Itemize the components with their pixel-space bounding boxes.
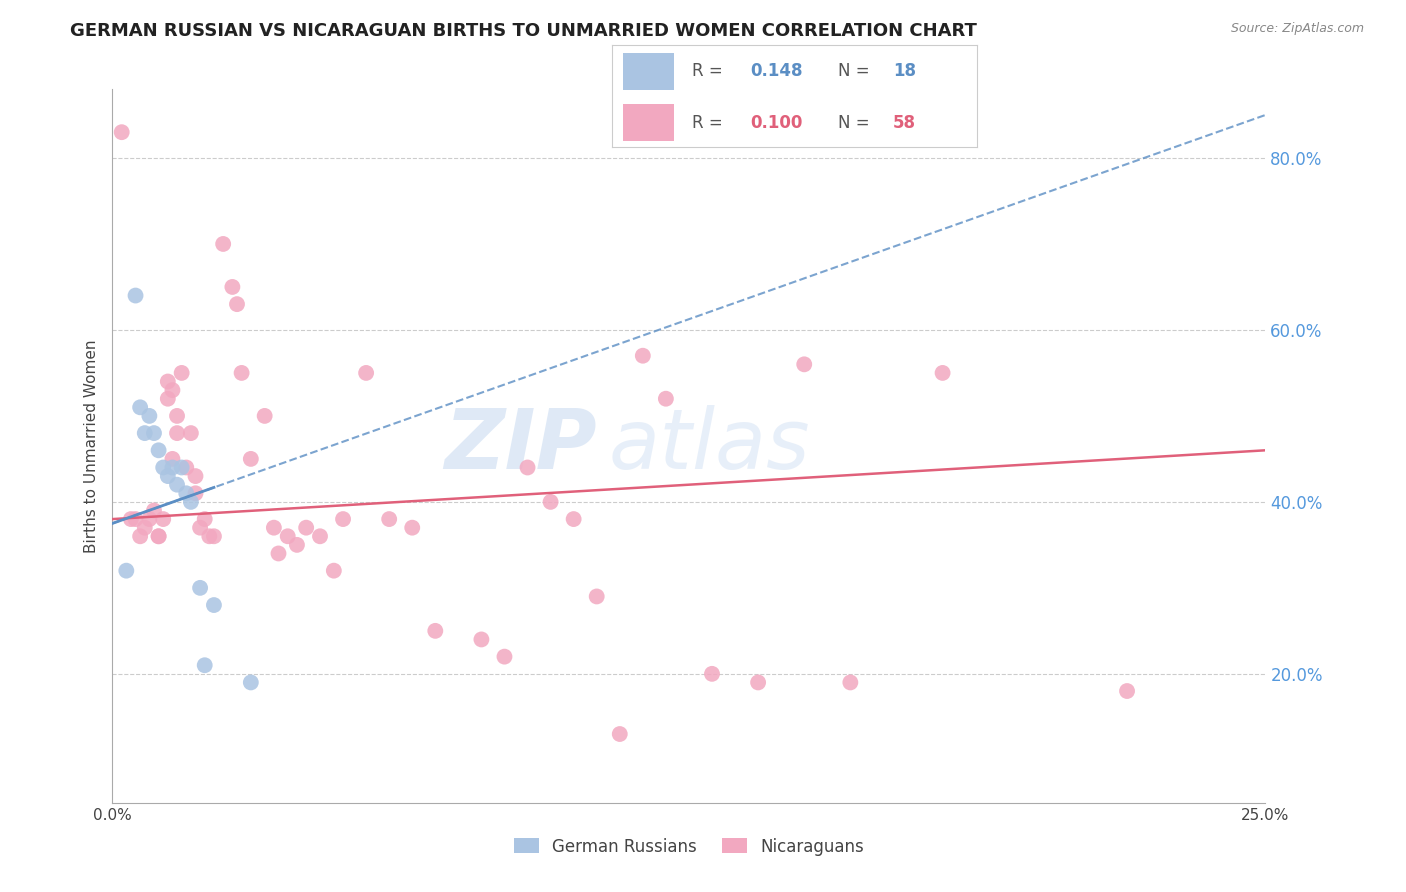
Point — [184, 486, 207, 500]
Point — [309, 529, 332, 543]
Point — [120, 512, 142, 526]
Point — [332, 512, 354, 526]
Text: 0.100: 0.100 — [751, 113, 803, 131]
Point — [631, 349, 654, 363]
Point — [156, 375, 179, 389]
Point — [156, 469, 179, 483]
Point — [148, 443, 170, 458]
Point — [170, 460, 193, 475]
Point — [931, 366, 953, 380]
Point — [166, 477, 188, 491]
Point — [401, 521, 423, 535]
Point — [1116, 684, 1139, 698]
Point — [226, 297, 249, 311]
Point — [231, 366, 253, 380]
Point — [239, 675, 262, 690]
Point — [180, 426, 202, 441]
Point — [470, 632, 492, 647]
Point — [609, 727, 631, 741]
Point — [152, 460, 174, 475]
Text: N =: N = — [838, 62, 875, 80]
Point — [295, 521, 318, 535]
Point — [516, 460, 538, 475]
Point — [747, 675, 769, 690]
Point — [188, 581, 211, 595]
Point — [793, 357, 815, 371]
Point — [162, 383, 184, 397]
Point — [198, 529, 221, 543]
Point — [378, 512, 401, 526]
Text: R =: R = — [692, 62, 728, 80]
Point — [156, 392, 179, 406]
Point — [166, 409, 188, 423]
Point — [180, 495, 202, 509]
Point — [194, 658, 217, 673]
Point — [425, 624, 447, 638]
Point — [188, 521, 211, 535]
Point — [162, 451, 184, 466]
Point — [277, 529, 299, 543]
Point — [170, 366, 193, 380]
Point — [322, 564, 344, 578]
Point — [148, 529, 170, 543]
Point — [700, 666, 723, 681]
Point — [540, 495, 562, 509]
Point — [111, 125, 134, 139]
Text: atlas: atlas — [609, 406, 810, 486]
Bar — [623, 104, 673, 141]
Point — [562, 512, 585, 526]
Point — [655, 392, 678, 406]
Text: 18: 18 — [893, 62, 917, 80]
Text: Source: ZipAtlas.com: Source: ZipAtlas.com — [1230, 22, 1364, 36]
Point — [138, 409, 160, 423]
Legend: German Russians, Nicaraguans: German Russians, Nicaraguans — [508, 831, 870, 863]
Text: R =: R = — [692, 113, 728, 131]
Bar — [623, 53, 673, 90]
Point — [115, 564, 138, 578]
Point — [174, 460, 197, 475]
Point — [285, 538, 308, 552]
Text: 0.148: 0.148 — [751, 62, 803, 80]
Point — [194, 512, 217, 526]
Point — [239, 451, 262, 466]
Point — [134, 426, 156, 441]
Point — [138, 512, 160, 526]
Point — [129, 529, 152, 543]
Point — [134, 521, 156, 535]
Point — [494, 649, 516, 664]
Point — [174, 486, 197, 500]
Point — [212, 236, 235, 251]
Point — [152, 512, 174, 526]
Point — [202, 529, 225, 543]
Text: ZIP: ZIP — [444, 406, 596, 486]
Point — [184, 469, 207, 483]
Text: N =: N = — [838, 113, 875, 131]
Point — [166, 426, 188, 441]
Point — [124, 288, 146, 302]
Point — [839, 675, 862, 690]
Text: GERMAN RUSSIAN VS NICARAGUAN BIRTHS TO UNMARRIED WOMEN CORRELATION CHART: GERMAN RUSSIAN VS NICARAGUAN BIRTHS TO U… — [70, 22, 977, 40]
Point — [162, 460, 184, 475]
Point — [354, 366, 377, 380]
Point — [202, 598, 225, 612]
Point — [221, 280, 243, 294]
Point — [253, 409, 276, 423]
Text: 58: 58 — [893, 113, 917, 131]
Point — [585, 590, 607, 604]
Point — [267, 546, 290, 560]
Point — [143, 426, 166, 441]
Point — [143, 503, 166, 517]
Point — [129, 401, 152, 415]
Point — [263, 521, 285, 535]
Y-axis label: Births to Unmarried Women: Births to Unmarried Women — [83, 339, 98, 553]
Point — [124, 512, 146, 526]
Point — [148, 529, 170, 543]
